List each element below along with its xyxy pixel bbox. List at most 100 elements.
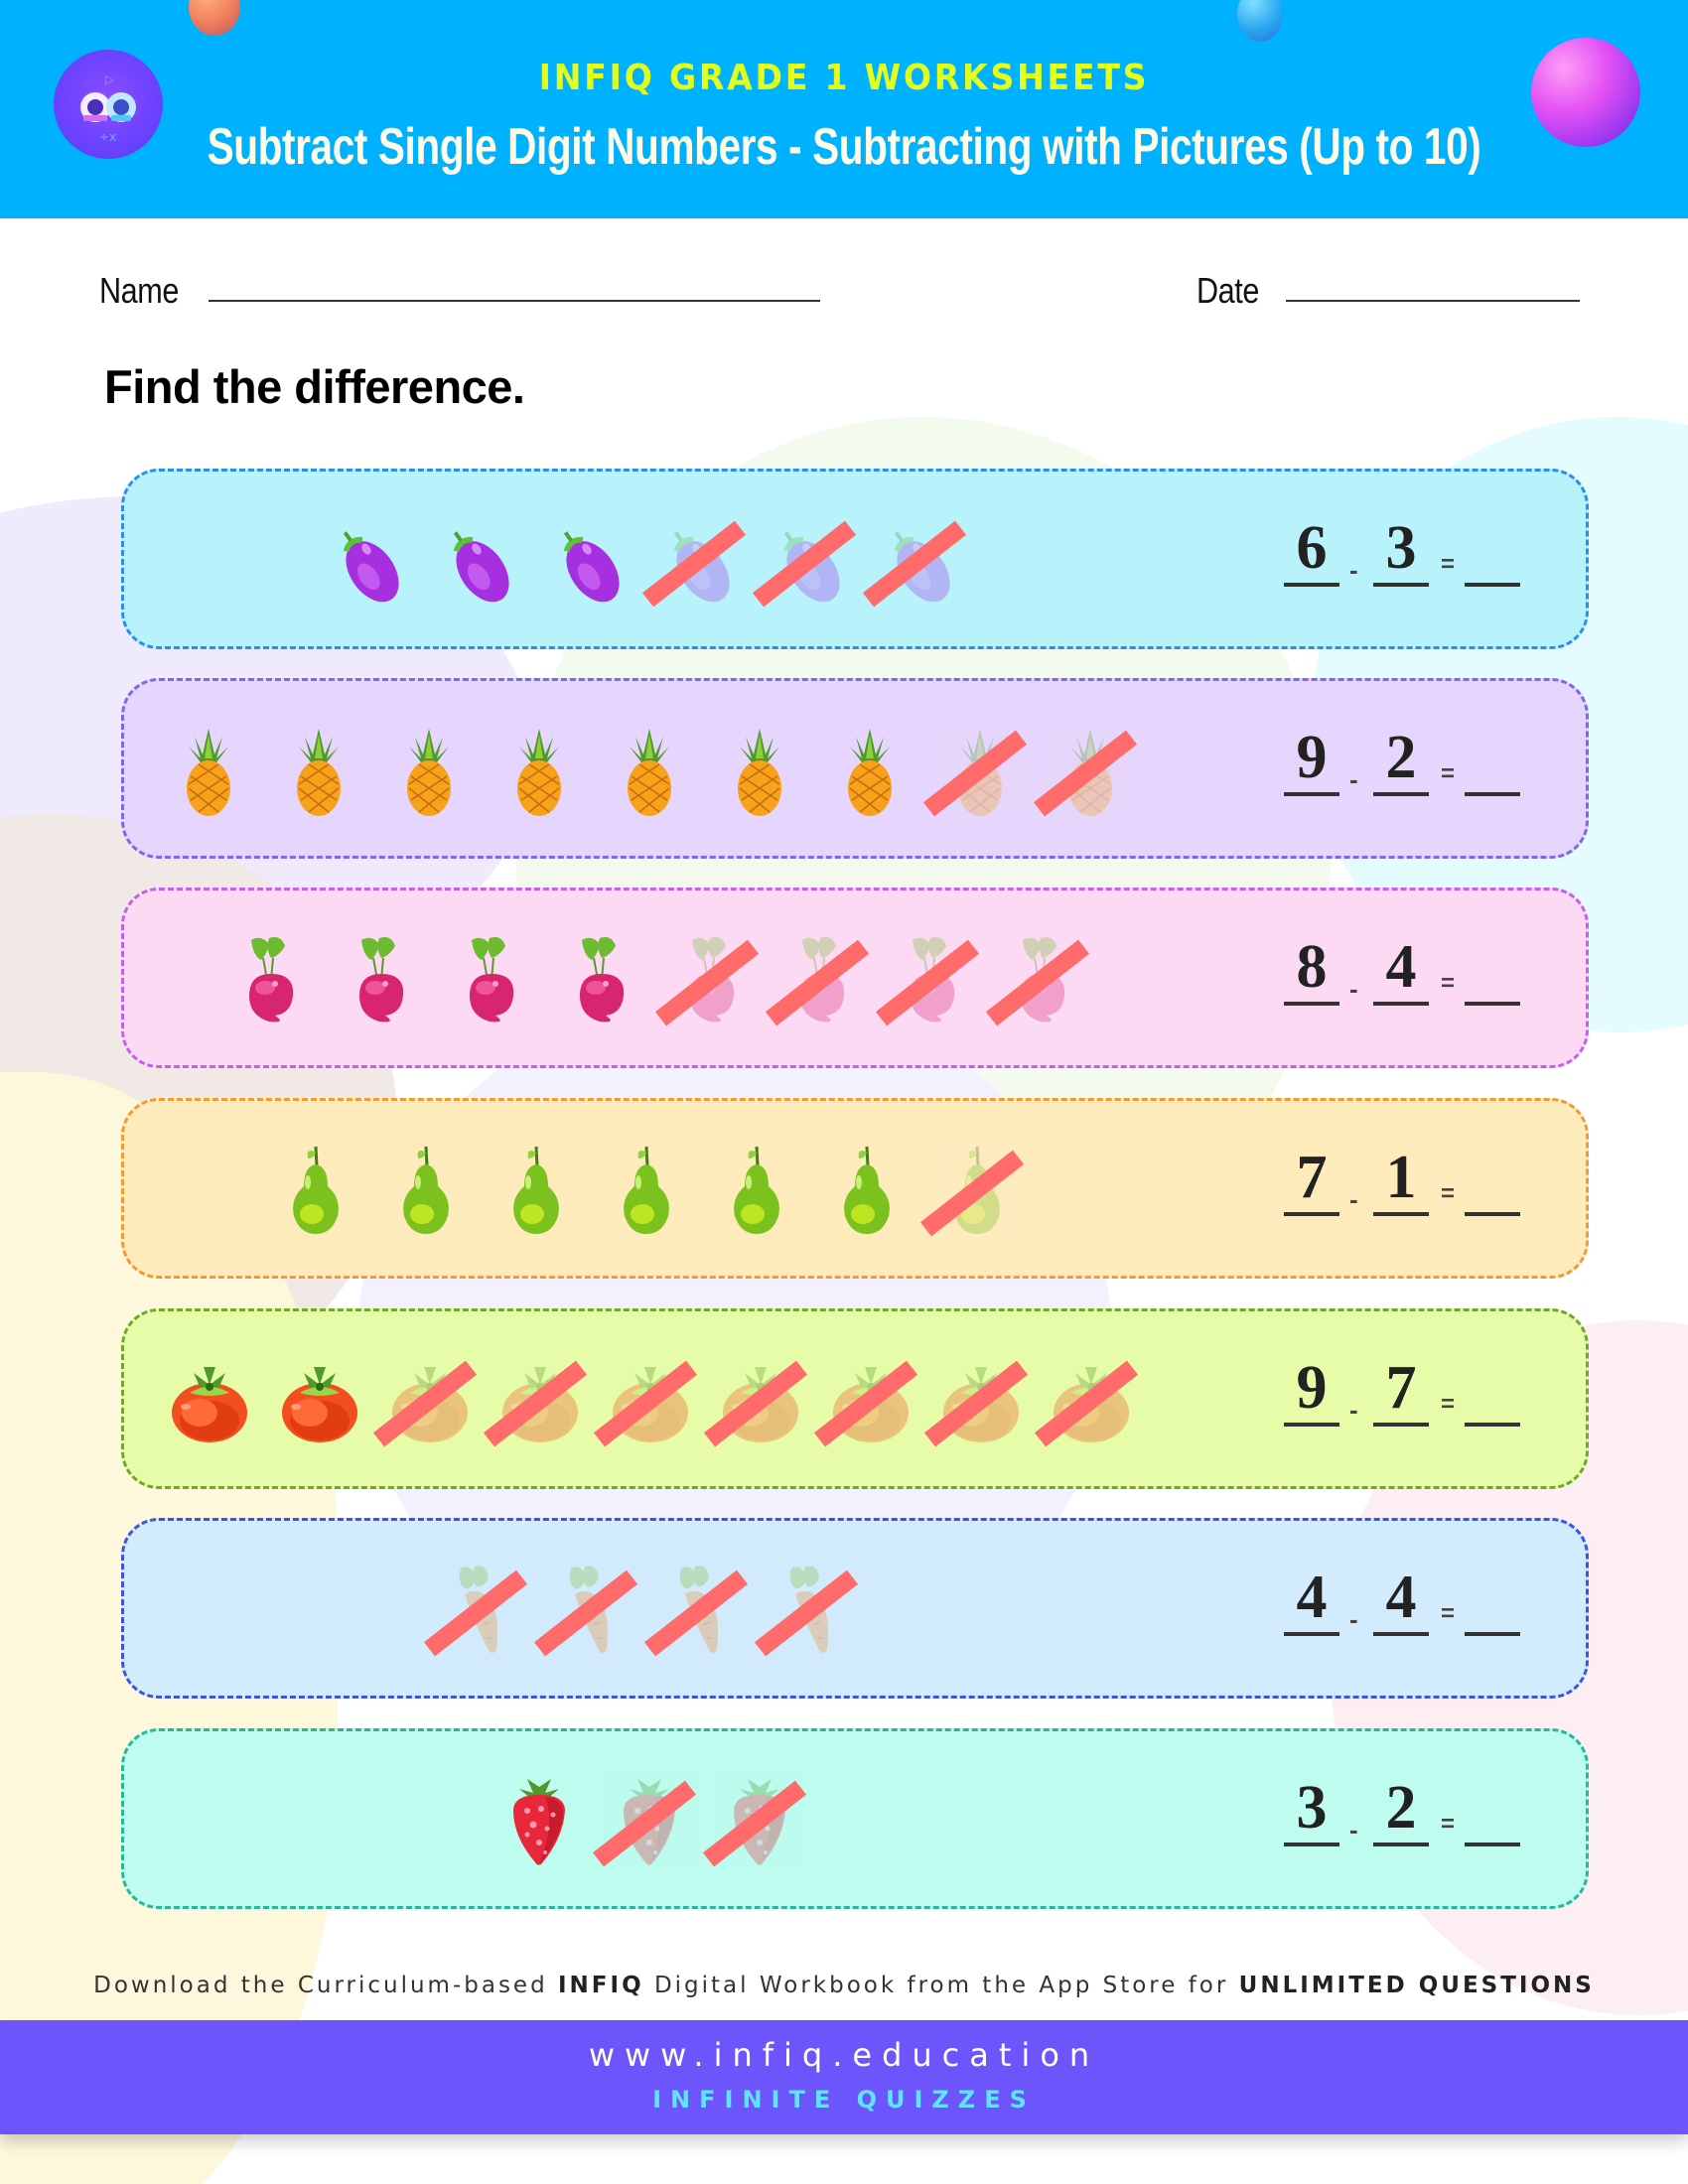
minuend-underline — [1284, 583, 1339, 587]
radish-icon — [552, 930, 651, 1029]
name-field[interactable] — [209, 300, 820, 302]
subtrahend-number: 1 — [1385, 1144, 1417, 1211]
pineapple-icon — [159, 721, 258, 820]
website-link[interactable]: www.infiq.education — [588, 2036, 1100, 2074]
infinity-logo-icon: ▷ ÷x — [80, 72, 136, 144]
promo-text: Download the Curriculum-based INFIQ Digi… — [0, 1973, 1688, 1998]
minuend-number: 3 — [1296, 1774, 1328, 1842]
pear-icon — [266, 1141, 365, 1240]
tomato-crossed-icon — [372, 1351, 480, 1450]
promo-brand: INFIQ — [558, 1973, 644, 1998]
answer-blank[interactable] — [1465, 1423, 1520, 1427]
minus-sign: - — [1349, 555, 1358, 585]
problem-row-carrot: 4-4 = — [121, 1518, 1589, 1699]
answer-blank[interactable] — [1465, 1843, 1520, 1846]
equals-sign: = — [1441, 1811, 1456, 1838]
worksheet-series-label: INFIQ GRADE 1 WORKSHEETS — [538, 58, 1150, 98]
promo-emphasis: UNLIMITED QUESTIONS — [1238, 1973, 1595, 1998]
equals-sign: = — [1441, 1180, 1456, 1207]
subtrahend-number: 4 — [1385, 1564, 1417, 1631]
carrot-crossed-icon — [643, 1561, 751, 1660]
instruction-heading: Find the difference. — [104, 360, 525, 413]
pineapple-icon — [600, 721, 699, 820]
radish-crossed-icon — [875, 930, 982, 1029]
promo-prefix: Download the Curriculum-based — [93, 1973, 558, 1998]
carrot-crossed-icon — [754, 1561, 861, 1660]
radish-crossed-icon — [765, 930, 872, 1029]
blue-balloon-icon — [1237, 0, 1283, 42]
worksheet-title: Subtract Single Digit Numbers - Subtract… — [207, 118, 1481, 176]
answer-blank[interactable] — [1465, 1002, 1520, 1006]
eggplant-crossed-icon — [862, 511, 969, 611]
problem-row-eggplant: 6-3 = — [121, 469, 1589, 649]
radish-icon — [442, 930, 541, 1029]
tomato-crossed-icon — [813, 1351, 920, 1450]
eggplant-crossed-icon — [641, 511, 749, 611]
pear-icon — [817, 1141, 916, 1240]
subtrahend-underline — [1373, 1212, 1429, 1216]
subtrahend-number: 2 — [1385, 1774, 1417, 1842]
problem-row-strawberry: 3-2 = — [121, 1728, 1589, 1909]
tomato-icon — [270, 1351, 369, 1450]
svg-text:▷: ▷ — [105, 72, 115, 86]
eggplant-icon — [319, 511, 418, 611]
answer-blank[interactable] — [1465, 1632, 1520, 1636]
answer-blank[interactable] — [1465, 792, 1520, 796]
subtrahend-number: 7 — [1385, 1354, 1417, 1422]
answer-blank[interactable] — [1465, 583, 1520, 587]
pineapple-icon — [490, 721, 589, 820]
minuend-underline — [1284, 1843, 1339, 1846]
answer-blank[interactable] — [1465, 1212, 1520, 1216]
name-label: Name — [99, 270, 179, 311]
minuend-number: 9 — [1296, 1354, 1328, 1422]
strawberry-crossed-icon — [702, 1771, 809, 1870]
pear-icon — [707, 1141, 806, 1240]
subtrahend-underline — [1373, 1632, 1429, 1636]
subtrahend-number: 4 — [1385, 933, 1417, 1001]
pear-icon — [376, 1141, 476, 1240]
tomato-crossed-icon — [703, 1351, 810, 1450]
tomato-crossed-icon — [923, 1351, 1031, 1450]
tomato-icon — [160, 1351, 259, 1450]
equals-sign: = — [1441, 1391, 1456, 1418]
worksheet-header: ▷ ÷x INFIQ GRADE 1 WORKSHEETS Subtract S… — [0, 0, 1688, 218]
strawberry-crossed-icon — [592, 1771, 699, 1870]
minus-sign: - — [1349, 1815, 1358, 1844]
problem-row-radish: 8-4 = — [121, 887, 1589, 1068]
pear-icon — [597, 1141, 696, 1240]
equals-sign: = — [1441, 551, 1456, 578]
minus-sign: - — [1349, 1184, 1358, 1214]
minus-sign: - — [1349, 764, 1358, 794]
subtrahend-underline — [1373, 583, 1429, 587]
equals-sign: = — [1441, 1600, 1456, 1627]
subtrahend-underline — [1373, 1423, 1429, 1427]
minuend-underline — [1284, 1632, 1339, 1636]
problem-row-tomato: 9-7 = — [121, 1308, 1589, 1489]
subtrahend-number: 3 — [1385, 514, 1417, 582]
eggplant-icon — [429, 511, 528, 611]
purple-balloon-icon — [1531, 38, 1640, 147]
minuend-underline — [1284, 1002, 1339, 1006]
footer-band: www.infiq.education INFINITE QUIZZES — [0, 2020, 1688, 2134]
tomato-crossed-icon — [593, 1351, 700, 1450]
infiq-logo: ▷ ÷x — [54, 50, 163, 159]
subtrahend-underline — [1373, 792, 1429, 796]
minuend-number: 9 — [1296, 724, 1328, 791]
pear-icon — [487, 1141, 586, 1240]
radish-icon — [332, 930, 431, 1029]
radish-icon — [221, 930, 321, 1029]
subtrahend-number: 2 — [1385, 724, 1417, 791]
pineapple-crossed-icon — [1033, 721, 1140, 820]
minus-sign: - — [1349, 1604, 1358, 1634]
footer-tagline: INFINITE QUIZZES — [652, 2086, 1036, 2114]
pear-crossed-icon — [919, 1141, 1027, 1240]
promo-middle: Digital Workbook from the App Store for — [643, 1973, 1239, 1998]
strawberry-icon — [490, 1771, 589, 1870]
minuend-number: 7 — [1296, 1144, 1328, 1211]
minuend-underline — [1284, 1423, 1339, 1427]
pineapple-icon — [710, 721, 809, 820]
equals-sign: = — [1441, 760, 1456, 787]
tomato-crossed-icon — [483, 1351, 590, 1450]
date-field[interactable] — [1286, 300, 1580, 302]
orange-balloon-icon — [189, 0, 240, 36]
